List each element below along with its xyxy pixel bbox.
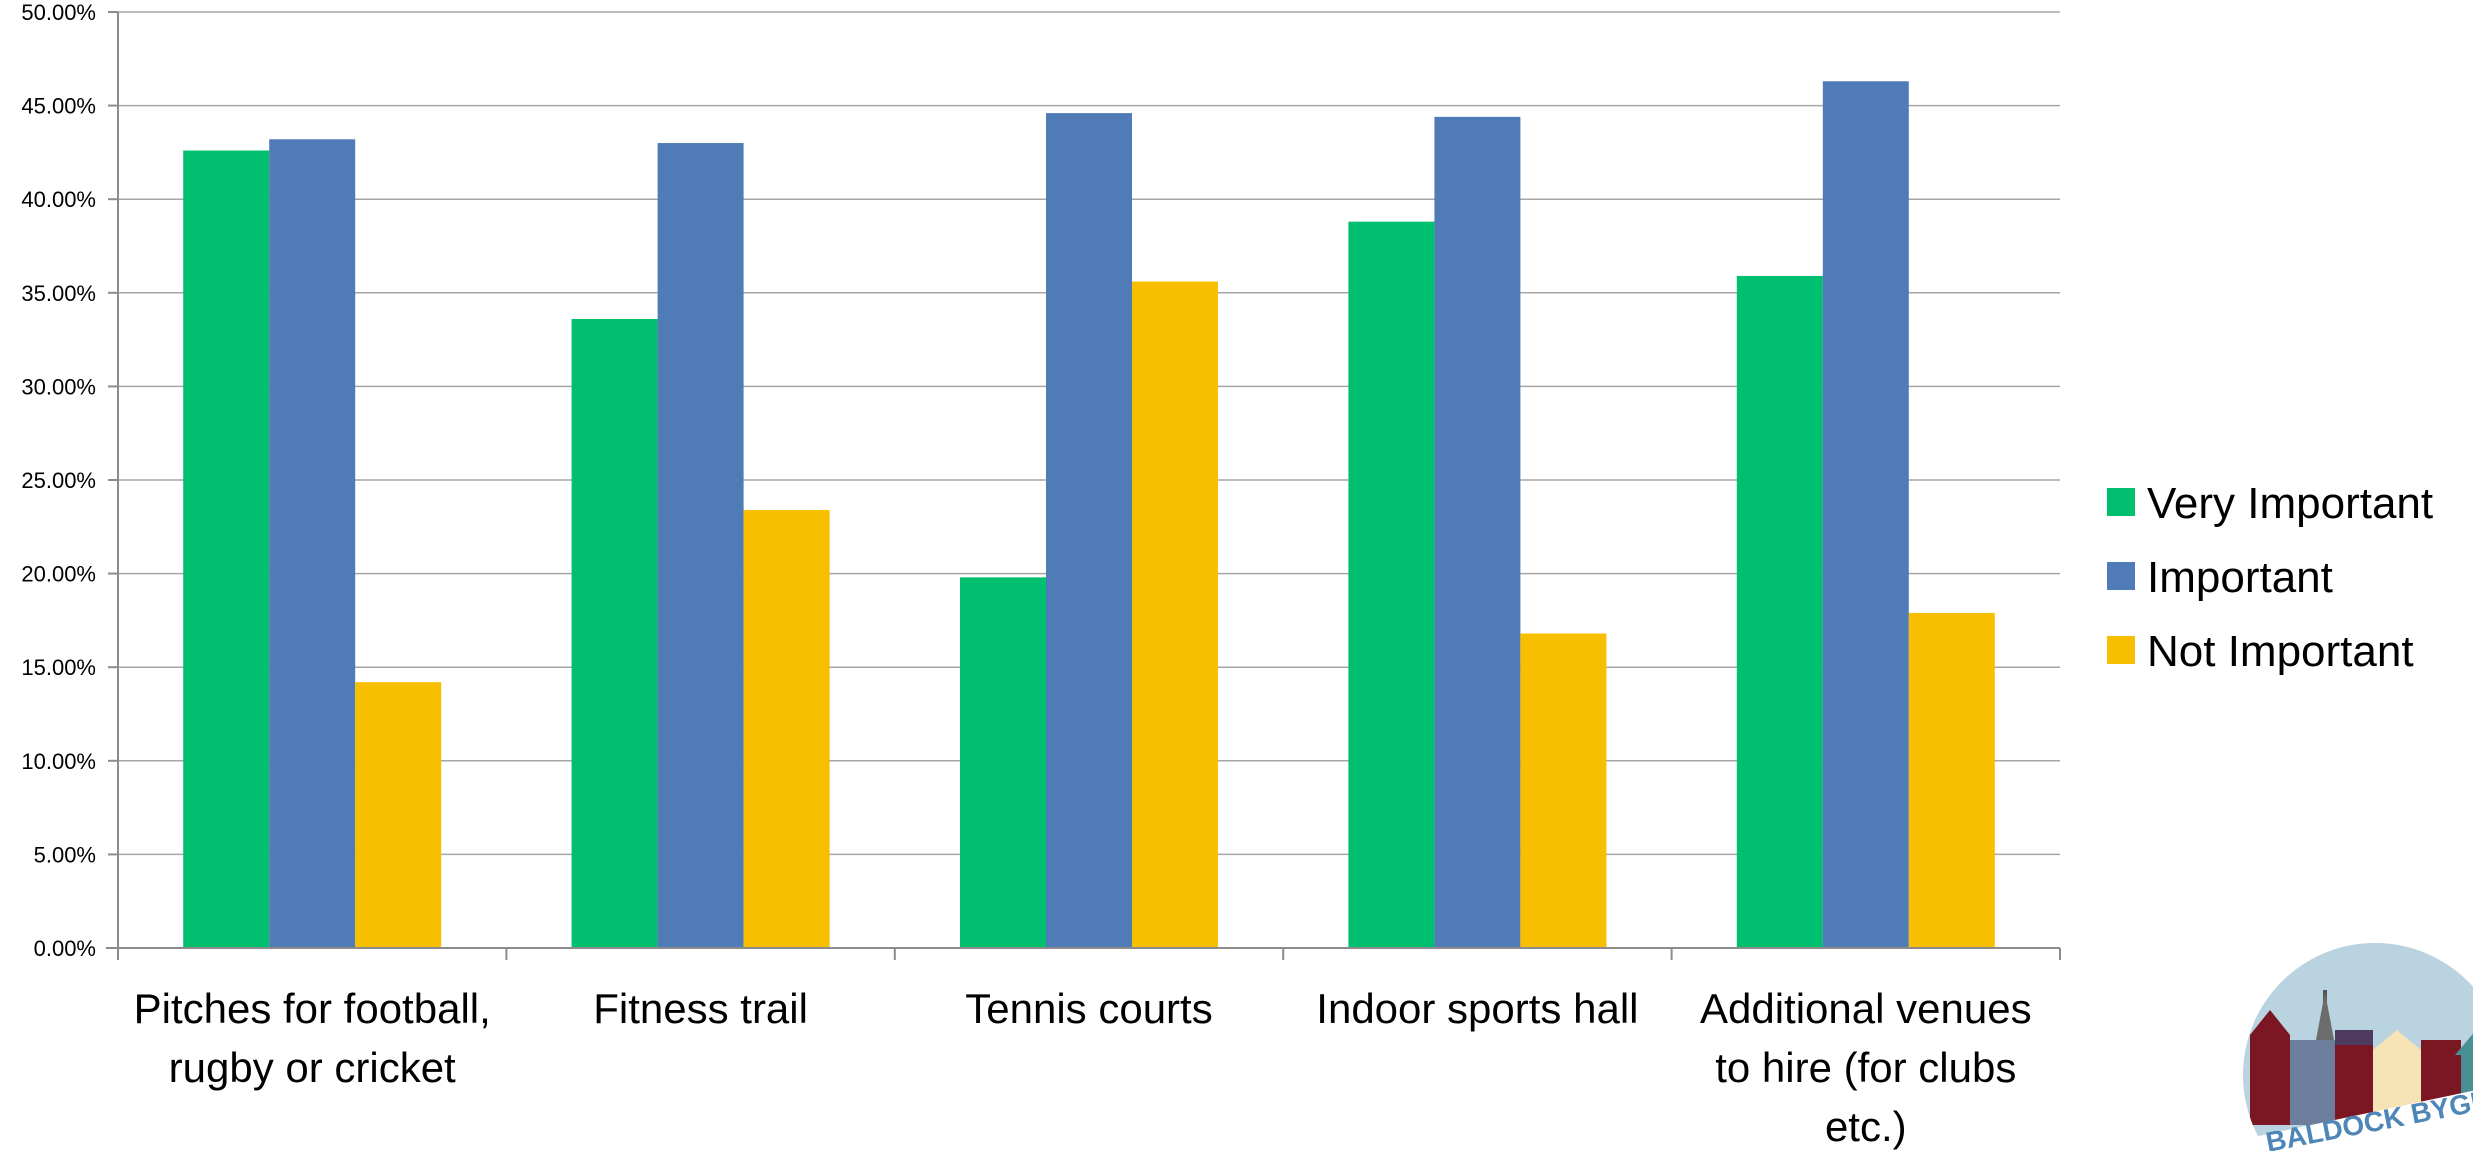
legend-label: Very Important (2147, 479, 2433, 528)
legend-swatch (2107, 562, 2135, 590)
y-tick-label: 40.00% (21, 187, 96, 212)
bars (183, 81, 1995, 949)
legend: Very Important Important Not Important (2107, 479, 2433, 676)
legend-label: Not Important (2147, 627, 2414, 676)
x-tick-label: Tennis courts (965, 985, 1212, 1032)
legend-label: Important (2147, 553, 2333, 602)
baldock-bygrave-logo: BALDOCK BYGRAVE (2243, 943, 2473, 1151)
bar-not-important (1520, 633, 1607, 948)
bar-not-important (1908, 612, 1995, 948)
legend-swatch (2107, 488, 2135, 516)
y-tick-label: 35.00% (21, 281, 96, 306)
bar-very-important (183, 150, 270, 948)
y-tick-label: 0.00% (34, 936, 96, 961)
x-tick-labels: Pitches for football, rugby or cricket Fit… (134, 985, 2032, 1150)
bar-not-important (743, 509, 830, 948)
bar-not-important (1132, 281, 1218, 948)
axes (106, 11, 2061, 960)
y-tick-label: 50.00% (21, 0, 96, 25)
y-tick-label: 10.00% (21, 749, 96, 774)
y-tick-label: 30.00% (21, 374, 96, 399)
bar-important (657, 143, 744, 949)
bar-important (1822, 81, 1909, 949)
bar-important (1434, 116, 1521, 948)
x-tick-label: Pitches for football, rugby or cricket (134, 985, 491, 1091)
legend-swatch (2107, 636, 2135, 664)
bar-important (269, 139, 356, 948)
bar-very-important (960, 577, 1046, 948)
bar-very-important (1348, 221, 1435, 948)
x-tick-label: Fitness trail (593, 985, 808, 1032)
x-tick-label: Additional venues to hire (for clubs etc.) (1700, 985, 2032, 1150)
bar-not-important (355, 682, 442, 948)
y-tick-labels: 0.00% 5.00% 10.00% 15.00% 20.00% 25.00% 30.00%… (21, 0, 96, 961)
y-tick-label: 25.00% (21, 468, 96, 493)
y-tick-label: 45.00% (21, 94, 96, 119)
y-tick-label: 15.00% (21, 655, 96, 680)
bar-very-important (571, 319, 658, 948)
bar-important (1046, 113, 1132, 948)
y-tick-label: 20.00% (21, 562, 96, 587)
y-tick-label: 5.00% (34, 842, 96, 867)
bar-very-important (1736, 275, 1823, 948)
x-tick-label: Indoor sports hall (1316, 985, 1638, 1032)
